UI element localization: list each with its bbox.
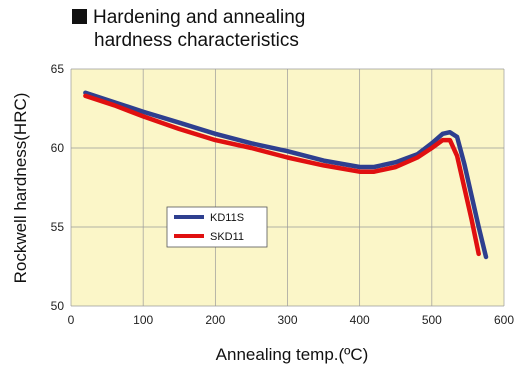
x-tick-label-400: 400 [350,313,370,327]
y-tick-label-50: 50 [51,299,65,313]
y-tick-label-55: 55 [51,220,65,234]
y-axis-label: Rockwell hardness(HRC) [11,93,30,284]
x-tick-labels: 0 100 200 300 400 500 600 [68,313,515,327]
x-tick-label-500: 500 [422,313,442,327]
x-tick-label-200: 200 [205,313,225,327]
legend-box [166,206,268,248]
legend-label-kd11s: KD11S [210,212,244,224]
series-line-skd11 [83,93,481,257]
title-square-marker [72,9,87,24]
chart-title: Hardening and annealing hardness charact… [72,6,305,52]
legend: KD11S SKD11 [166,206,268,248]
y-tick-label-60: 60 [51,141,65,155]
title-line-2: hardness characteristics [94,30,299,51]
x-axis-label: Annealing temp.(ºC) [216,345,369,364]
x-tick-label-100: 100 [133,313,153,327]
series-lines [83,90,489,260]
x-tick-label-300: 300 [277,313,297,327]
legend-label-skd11: SKD11 [210,231,244,243]
y-tick-labels: 50 55 60 65 [51,62,65,313]
x-tick-label-0: 0 [68,313,75,327]
y-tick-label-65: 65 [51,62,65,76]
title-line-1: Hardening and annealing [93,7,306,28]
grid [70,68,505,307]
x-tick-label-600: 600 [494,313,514,327]
series-line-kd11s [83,90,489,260]
